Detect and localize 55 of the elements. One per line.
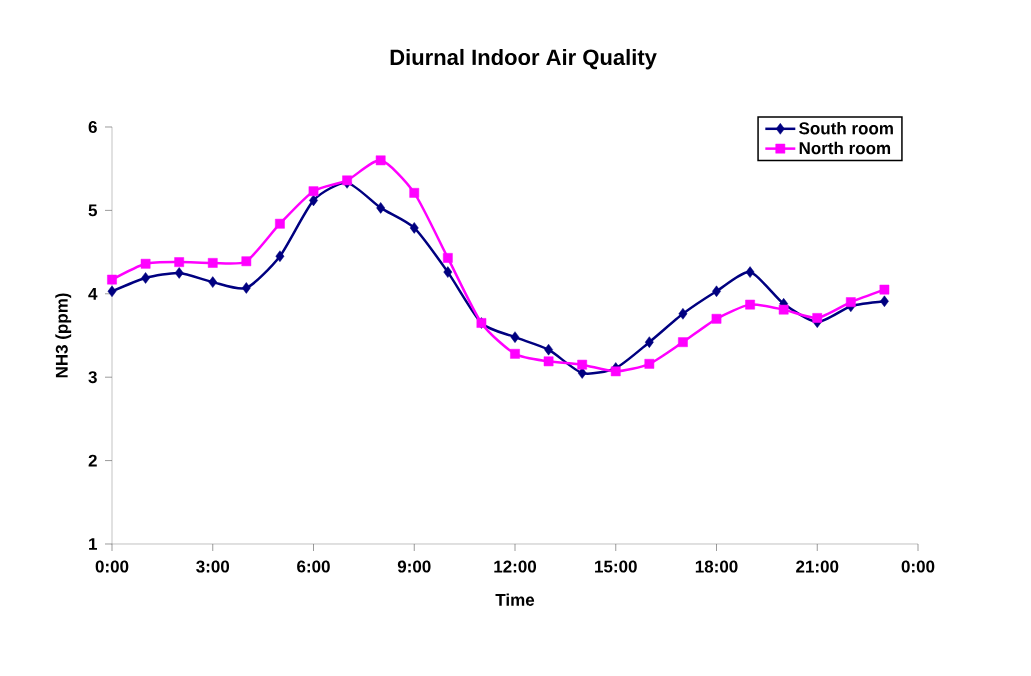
point: [543, 356, 554, 367]
point: [141, 272, 150, 284]
y-tick-label: 3: [88, 371, 97, 384]
x-tick-label: 15:00: [595, 560, 637, 573]
point: [409, 188, 420, 198]
point: [241, 282, 251, 294]
point: [241, 256, 252, 267]
point: [510, 348, 520, 359]
y-axis-title: NH3 (ppm): [55, 293, 72, 378]
point: [107, 274, 117, 285]
point: [443, 266, 453, 278]
y-tick-label: 2: [88, 454, 97, 467]
point: [577, 359, 588, 370]
point: [107, 285, 117, 298]
point: [610, 366, 621, 377]
point: [678, 337, 688, 348]
y-tick-label: 6: [88, 120, 97, 134]
x-tick-label: 9:00: [397, 560, 431, 573]
point: [207, 258, 218, 268]
x-tick-label: 18:00: [695, 560, 738, 573]
point: [845, 297, 856, 307]
point: [510, 331, 520, 343]
legend-label: North room: [799, 141, 891, 155]
point: [409, 222, 419, 234]
point: [442, 253, 453, 263]
point: [678, 308, 688, 320]
x-tick-label: 21:00: [796, 560, 839, 573]
point: [208, 276, 218, 288]
point: [275, 250, 285, 263]
point: [778, 304, 789, 315]
point: [174, 267, 184, 279]
x-tick-label: 0:00: [901, 560, 935, 573]
point: [308, 186, 319, 197]
x-tick-label: 12:00: [494, 560, 537, 573]
point: [376, 202, 386, 214]
point: [711, 313, 722, 324]
point: [644, 336, 654, 348]
point: [140, 258, 151, 269]
legend-label: South room: [799, 121, 893, 135]
chart-title: Diurnal Indoor Air Quality: [390, 48, 657, 70]
point: [275, 218, 285, 229]
x-tick-label: 3:00: [196, 560, 230, 573]
point: [745, 299, 755, 310]
y-tick-label: 4: [88, 287, 98, 300]
y-tick-label: 1: [89, 538, 98, 550]
y-tick-label: 5: [88, 204, 98, 217]
x-tick-label: 0:00: [95, 560, 129, 573]
x-axis-title: Time: [495, 593, 535, 606]
point: [375, 155, 386, 166]
point: [879, 284, 890, 295]
point: [644, 358, 655, 369]
x-tick-label: 6:00: [297, 560, 330, 573]
point: [174, 257, 185, 267]
point: [745, 266, 755, 278]
point: [812, 313, 823, 323]
